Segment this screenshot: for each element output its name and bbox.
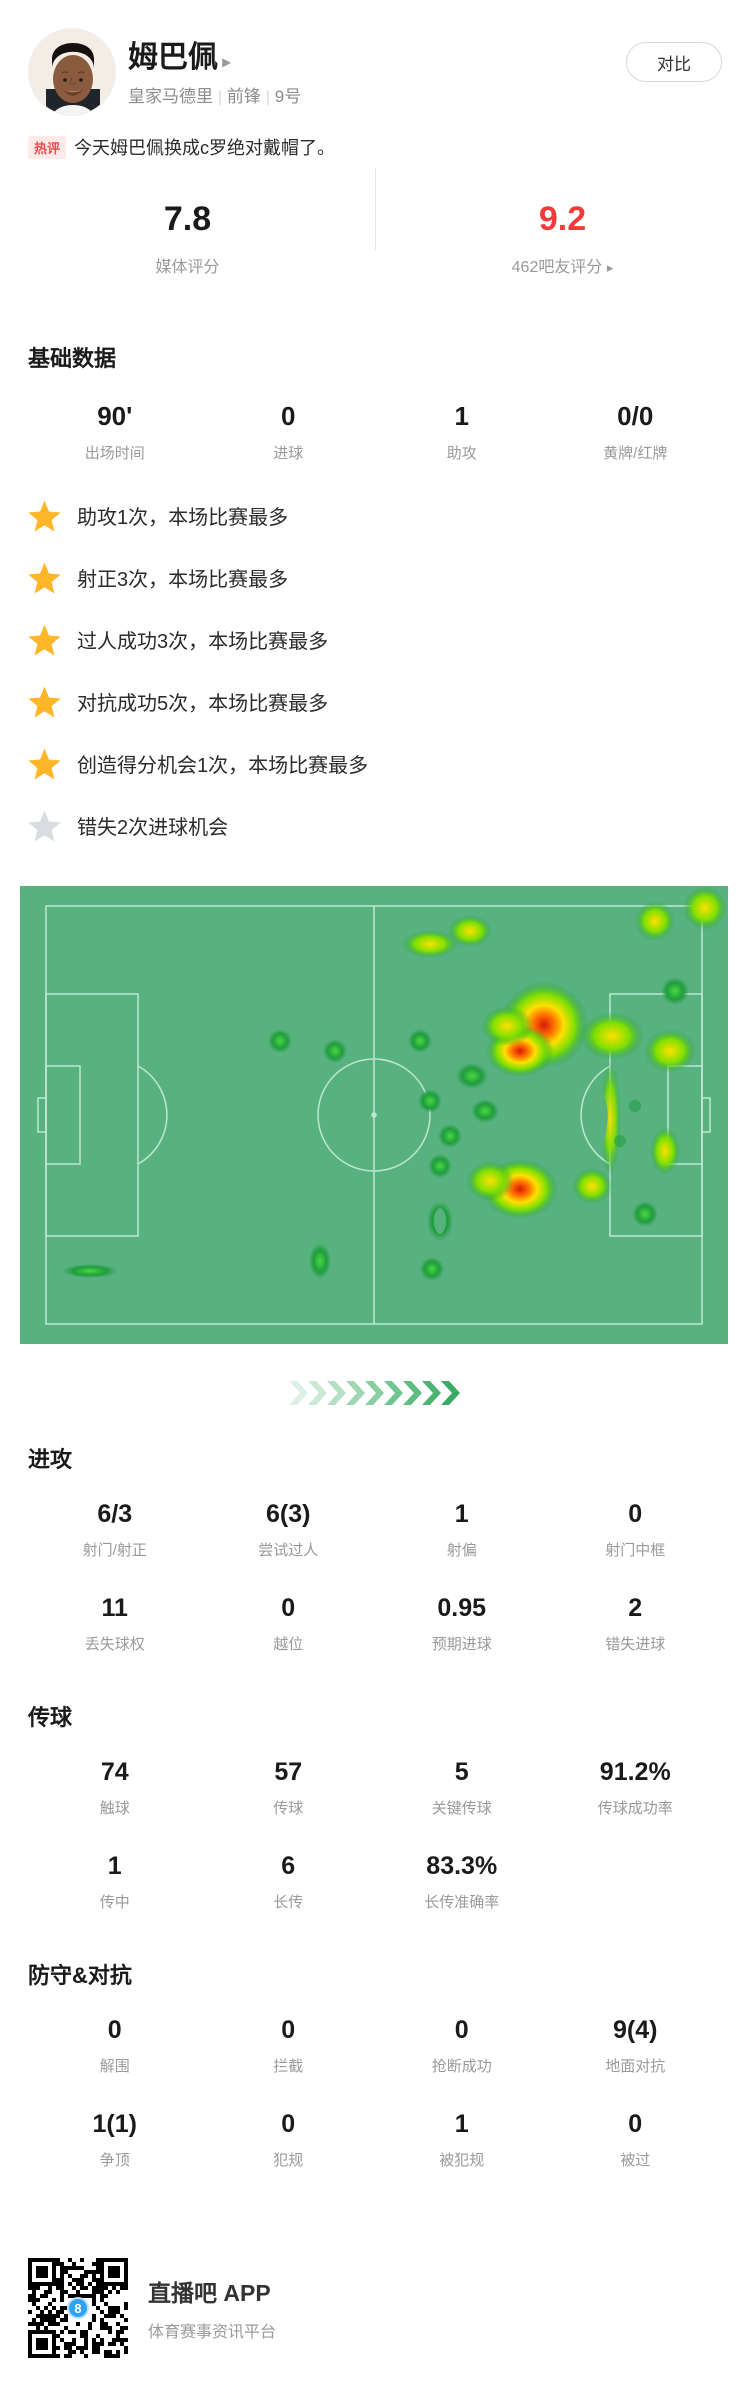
svg-text:8: 8	[74, 2301, 81, 2316]
